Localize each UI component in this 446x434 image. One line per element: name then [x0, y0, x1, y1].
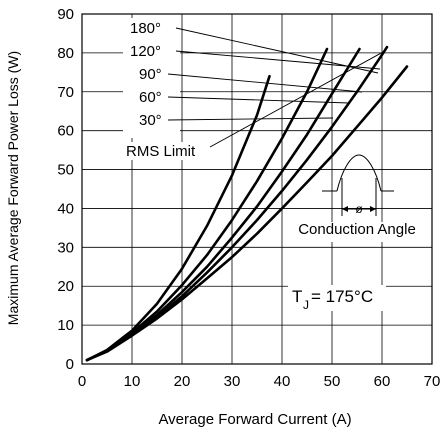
series-leader-2 — [167, 73, 363, 93]
tj-label-mask — [288, 285, 386, 311]
x-tick-label-20: 20 — [174, 373, 191, 390]
series-leader-3 — [167, 96, 350, 104]
series-line-4 — [85, 65, 409, 362]
y-tick-label-90: 90 — [57, 6, 74, 23]
x-tick-label-30: 30 — [224, 373, 241, 390]
series-label-2: 90° — [139, 66, 162, 83]
y-tick-label-40: 40 — [57, 200, 74, 217]
x-tick-label-0: 0 — [78, 373, 86, 390]
x-tick-label-70: 70 — [424, 373, 441, 390]
inset-waveform — [336, 154, 382, 192]
rms-limit-leader — [209, 51, 384, 148]
series-labels: 180° 120° 90° 60° 30° — [130, 20, 384, 148]
curves — [85, 45, 409, 362]
tj-subscript: J — [303, 298, 309, 312]
rms-limit-label: RMS Limit — [126, 143, 196, 160]
tj-value: = 175°C — [311, 287, 373, 306]
grid — [81, 13, 433, 365]
series-label-3: 60° — [139, 89, 162, 106]
tick-labels: 0 10 20 30 40 50 60 70 0 10 20 30 40 50 60 70 80 90 — [57, 6, 440, 390]
conduction-angle-inset: ø Conduction Angle — [298, 154, 416, 238]
series-leader-4 — [167, 117, 334, 121]
inset-caption-mask — [290, 222, 424, 242]
y-tick-label-80: 80 — [57, 45, 74, 62]
series-label-4: 30° — [139, 112, 162, 129]
series-label-mask — [123, 18, 180, 138]
tj-annotation: T J = 175°C — [292, 287, 373, 312]
x-tick-label-40: 40 — [274, 373, 291, 390]
y-axis-title: Maximum Average Forward Power Loss (W) — [5, 51, 21, 325]
inset-angle-symbol: ø — [355, 202, 363, 216]
rms-label-mask — [124, 142, 211, 160]
inset-arrowhead-right — [370, 206, 376, 212]
y-tick-label-50: 50 — [57, 162, 74, 179]
y-tick-label-30: 30 — [57, 239, 74, 256]
tj-symbol: T — [292, 287, 302, 306]
series-leader-1 — [175, 50, 381, 70]
inset-arrowhead-left — [342, 206, 348, 212]
x-tick-label-10: 10 — [124, 373, 141, 390]
x-tick-label-60: 60 — [374, 373, 391, 390]
y-tick-label-20: 20 — [57, 278, 74, 295]
y-tick-label-70: 70 — [57, 84, 74, 101]
x-axis-title: Average Forward Current (A) — [158, 411, 351, 428]
inset-caption: Conduction Angle — [298, 221, 416, 238]
y-tick-label-0: 0 — [66, 356, 74, 373]
series-label-1: 120° — [130, 43, 161, 60]
x-tick-label-50: 50 — [324, 373, 341, 390]
y-tick-label-60: 60 — [57, 123, 74, 140]
series-label-0: 180° — [130, 20, 161, 37]
y-tick-label-10: 10 — [57, 317, 74, 334]
